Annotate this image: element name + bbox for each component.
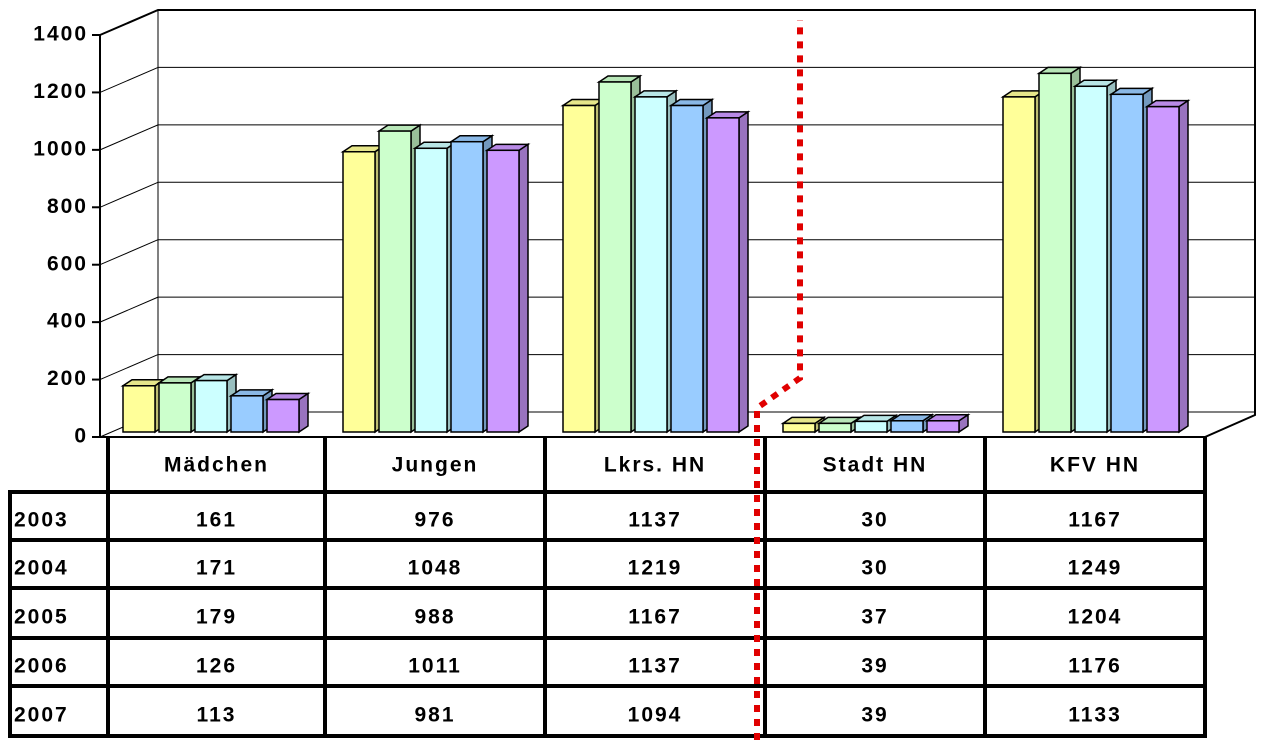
y-tick-label: 600 [47,252,88,275]
table-cell: 39 [861,704,888,727]
bar-side [738,110,749,434]
column-header: Jungen [392,454,479,477]
bar [342,150,376,433]
bar [266,398,300,433]
table-cell: 1249 [1068,557,1123,580]
bar [486,149,520,433]
bar [670,104,704,433]
grid-line [99,66,159,93]
row-header: 2004 [14,557,69,580]
bar [414,147,448,433]
bar [378,130,412,433]
grid-line [99,181,159,208]
table-cell: 37 [861,606,888,629]
bar [926,420,960,433]
bar [1110,93,1144,433]
y-tick-label: 0 [74,425,88,448]
column-header: KFV HN [1050,454,1140,477]
bar [562,104,596,433]
table-cell: 126 [196,655,237,678]
column-header: Mädchen [164,454,269,477]
table-cell: 179 [196,606,237,629]
row-header: 2003 [14,509,69,532]
table-cell: 988 [414,606,455,629]
table-cell: 161 [196,509,237,532]
table-cell: 1176 [1068,655,1122,678]
row-header: 2006 [14,655,69,678]
bar [194,379,228,433]
grid-line [99,124,159,151]
table-cell: 1167 [628,606,682,629]
table-cell: 39 [861,655,888,678]
bar [706,117,740,433]
table-cell: 171 [196,557,237,580]
bar [818,422,852,433]
bar [782,422,816,433]
table-cell: 1219 [628,557,683,580]
bar [230,395,264,433]
table-cell: 1094 [628,704,683,727]
bar [1002,96,1036,433]
row-header: 2007 [14,704,69,727]
grid-line [99,239,159,266]
y-tick-label: 200 [47,367,88,390]
divider-line [754,20,803,740]
bars [120,65,1191,434]
table-cell: 30 [861,509,888,532]
table-cell: 30 [861,557,888,580]
y-tick-label: 1000 [33,137,88,160]
table-cell: 113 [197,704,237,727]
table-cell: 1133 [1068,704,1122,727]
column-header: Stadt HN [823,454,928,477]
y-tick-label: 400 [47,310,88,333]
bar [1038,72,1072,433]
y-tick-label: 1400 [33,23,88,46]
row-header: 2005 [14,606,69,629]
bar [634,96,668,433]
bar [122,385,156,433]
y-tick-label: 1200 [33,80,88,103]
bar [854,420,888,433]
table-cell: 1011 [408,655,462,678]
bar [450,140,484,433]
grid-line [99,354,159,381]
bar-side [518,142,529,434]
bar-side [1178,99,1189,434]
table-cell: 981 [414,704,455,727]
y-tick-label: 800 [47,195,88,218]
grid-line [99,296,159,323]
table-cell: 1048 [408,557,463,580]
data-table: Mädchen Jungen Lkrs. HN Stadt HN KFV HN 2003 1… [8,437,1207,738]
table-cell: 1137 [628,509,682,532]
bar [598,81,632,433]
bar [158,382,192,433]
bar [1074,85,1108,433]
table-cell: 1204 [1068,606,1123,629]
table-cell: 976 [414,509,455,532]
column-header: Lkrs. HN [604,454,706,477]
bar [1146,105,1180,433]
table-cell: 1167 [1068,509,1122,532]
table-cell: 1137 [628,655,682,678]
bar [890,420,924,433]
